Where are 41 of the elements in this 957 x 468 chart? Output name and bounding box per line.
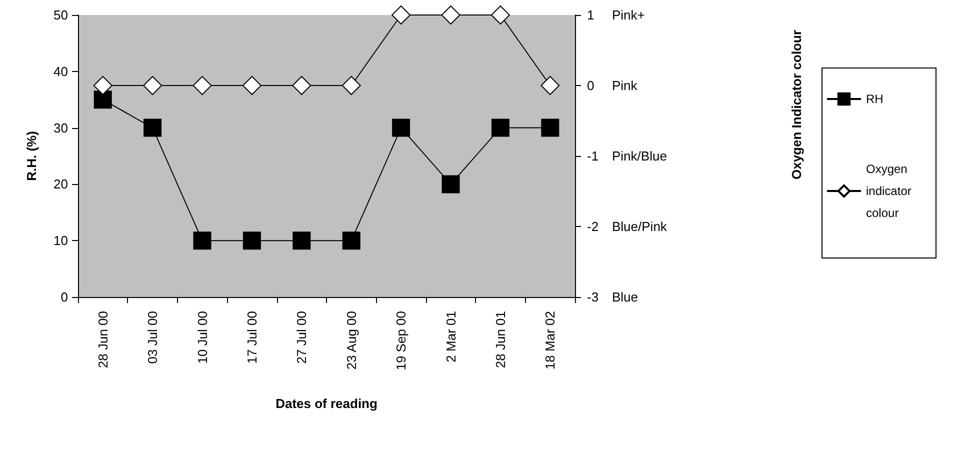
point — [193, 232, 212, 250]
text: Blue/Pink — [612, 219, 668, 234]
text: Oxygen Indicator colour — [789, 30, 804, 180]
x-tick-label: 23 Aug 00 — [344, 311, 359, 370]
x-tick-label: 28 Jun 00 — [95, 311, 110, 368]
y2-tick-label: -3 — [587, 290, 599, 304]
x-tick-label: 18 Mar 02 — [542, 311, 558, 370]
legend-label: Oxygen indicator colour — [866, 162, 915, 220]
legend-label: RH — [866, 92, 884, 106]
text: Blue — [612, 290, 638, 304]
y-axis-title: R.H. (%) — [24, 131, 39, 181]
point — [442, 175, 460, 194]
y2-tick-label: -2 — [587, 219, 599, 234]
x-tick-label: 2 Mar 01 — [443, 311, 458, 362]
y-tick-label: 10 — [54, 233, 68, 248]
point — [342, 232, 360, 250]
x-tick-label: 10 Jul 00 — [194, 311, 210, 364]
point — [94, 90, 112, 109]
point — [392, 118, 410, 137]
point — [144, 118, 162, 137]
y-tick-label: 20 — [54, 176, 68, 192]
text: Pink — [612, 78, 638, 93]
y-tick-label: 30 — [54, 120, 68, 136]
y-tick-label: 0 — [60, 290, 68, 304]
point — [491, 118, 510, 137]
x-tick-label: 28 Jun 01 — [492, 311, 508, 368]
y2-tick-label: 1 — [587, 8, 594, 22]
x-tick-label: 19 Sep 00 — [394, 311, 409, 370]
x-axis-title: Dates of reading — [276, 396, 378, 411]
y-tick-label: 50 — [54, 8, 68, 22]
y2-tick-label: 0 — [587, 78, 594, 93]
point — [292, 232, 311, 250]
point — [242, 232, 261, 250]
x-tick-label: 03 Jul 00 — [145, 311, 160, 364]
x-tick-label: 27 Jul 00 — [294, 311, 310, 364]
x-tick-label: 17 Jul 00 — [244, 311, 260, 364]
y-tick-label: 40 — [54, 64, 68, 79]
point — [541, 118, 560, 137]
y2-tick-label: -1 — [587, 148, 599, 164]
text: Pink+ — [612, 8, 645, 22]
text: Pink/Blue — [612, 148, 667, 164]
